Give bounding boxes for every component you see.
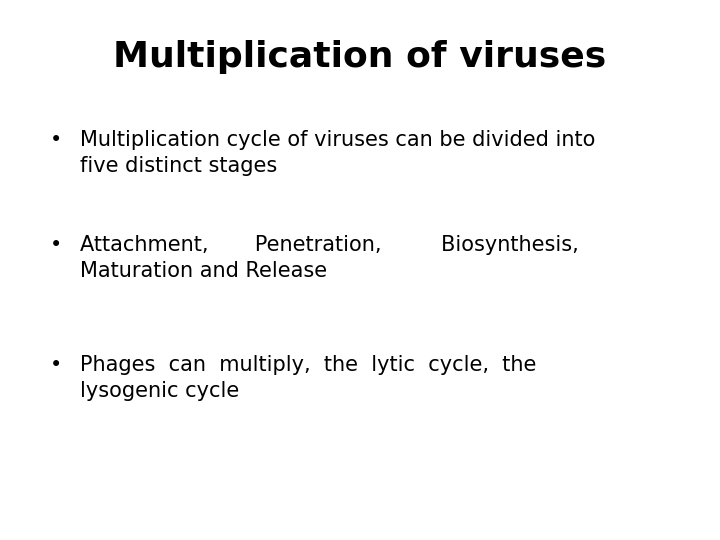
Text: Multiplication of viruses: Multiplication of viruses [113,40,607,74]
Text: •: • [50,355,62,375]
Text: •: • [50,235,62,255]
Text: Attachment,       Penetration,         Biosynthesis,
Maturation and Release: Attachment, Penetration, Biosynthesis, M… [80,235,579,281]
Text: Phages  can  multiply,  the  lytic  cycle,  the
lysogenic cycle: Phages can multiply, the lytic cycle, th… [80,355,536,401]
Text: •: • [50,130,62,150]
Text: Multiplication cycle of viruses can be divided into
five distinct stages: Multiplication cycle of viruses can be d… [80,130,595,176]
